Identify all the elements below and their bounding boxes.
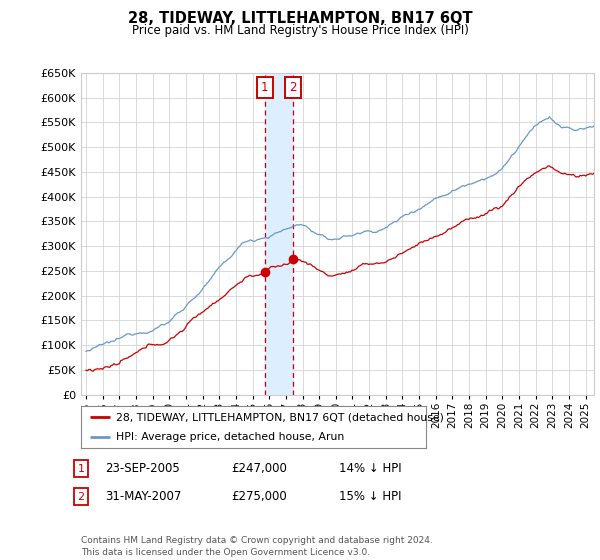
Text: 28, TIDEWAY, LITTLEHAMPTON, BN17 6QT (detached house): 28, TIDEWAY, LITTLEHAMPTON, BN17 6QT (de…	[115, 412, 443, 422]
Text: 2: 2	[77, 492, 85, 502]
Text: 23-SEP-2005: 23-SEP-2005	[105, 462, 180, 475]
Text: £247,000: £247,000	[231, 462, 287, 475]
Text: 15% ↓ HPI: 15% ↓ HPI	[339, 490, 401, 503]
Text: £275,000: £275,000	[231, 490, 287, 503]
Text: 2: 2	[289, 81, 296, 94]
Text: 31-MAY-2007: 31-MAY-2007	[105, 490, 181, 503]
Text: HPI: Average price, detached house, Arun: HPI: Average price, detached house, Arun	[115, 432, 344, 442]
Bar	[265, 73, 293, 395]
Text: 14% ↓ HPI: 14% ↓ HPI	[339, 462, 401, 475]
Text: Price paid vs. HM Land Registry's House Price Index (HPI): Price paid vs. HM Land Registry's House …	[131, 24, 469, 36]
Text: 1: 1	[77, 464, 85, 474]
Text: 1: 1	[261, 81, 268, 94]
Text: 28, TIDEWAY, LITTLEHAMPTON, BN17 6QT: 28, TIDEWAY, LITTLEHAMPTON, BN17 6QT	[128, 11, 472, 26]
Text: Contains HM Land Registry data © Crown copyright and database right 2024.
This d: Contains HM Land Registry data © Crown c…	[81, 536, 433, 557]
